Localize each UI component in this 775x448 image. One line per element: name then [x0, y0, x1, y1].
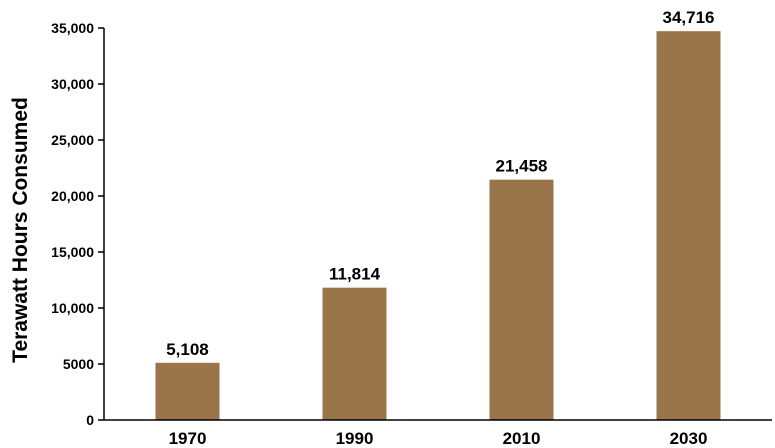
x-tick-label-2030: 2030 [670, 429, 708, 448]
data-label-1970: 5,108 [166, 340, 209, 359]
y-tick-label: 10,000 [51, 300, 94, 316]
data-label-2030: 34,716 [663, 8, 715, 27]
y-tick-label: 30,000 [51, 76, 94, 92]
data-label-1990: 11,814 [329, 265, 381, 284]
y-tick-label: 25,000 [51, 132, 94, 148]
y-tick-label: 0 [86, 412, 94, 428]
bars-group [155, 31, 721, 421]
bar-2010 [489, 179, 554, 420]
x-tick-label-2010: 2010 [503, 429, 541, 448]
bar-1990 [322, 287, 387, 420]
y-axis-title: Terawatt Hours Consumed [9, 97, 32, 363]
y-tick-label: 5000 [63, 356, 94, 372]
x-tick-label-1990: 1990 [336, 429, 374, 448]
data-label-2010: 21,458 [496, 157, 548, 176]
x-axis-labels: 1970 1990 2010 2030 [169, 429, 708, 448]
y-tick-label: 35,000 [51, 20, 94, 36]
data-labels-group: 5,108 11,814 21,458 34,716 [166, 8, 714, 359]
y-tick-label: 15,000 [51, 244, 94, 260]
y-tick-label: 20,000 [51, 188, 94, 204]
bar-2030 [656, 31, 721, 421]
x-tick-label-1970: 1970 [169, 429, 207, 448]
bar-1970 [155, 362, 220, 420]
y-axis-ticks: 0 5000 10,000 15,000 20,000 25,000 30,000 35,00… [51, 20, 104, 428]
